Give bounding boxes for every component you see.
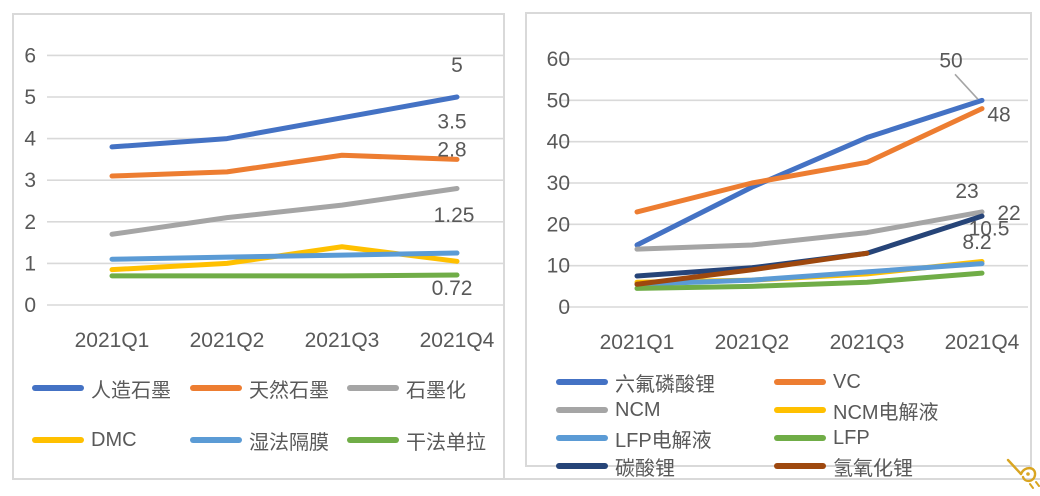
legend-item: 湿法隔膜 (190, 414, 347, 466)
y-tick-label: 5 (24, 86, 36, 109)
series-line-5 (109, 272, 460, 279)
right-chart-plot: 0 10 20 30 40 50 60 2021Q1 2021Q2 2021Q3 2021Q4 50 4… (547, 48, 1028, 354)
legend-label: 湿法隔膜 (249, 431, 329, 454)
series-line-2 (634, 209, 985, 252)
legend-item: 碳酸锂 (556, 452, 774, 480)
legend-item: 六氟磷酸锂 (556, 368, 774, 396)
series-line-1 (634, 106, 985, 215)
legend-label: 碳酸锂 (615, 457, 675, 480)
legend-swatch (32, 437, 84, 443)
legend-swatch (347, 385, 399, 391)
legend-label: VC (833, 370, 861, 393)
legend-label: LFP电解液 (615, 429, 712, 452)
data-label: 8.2 (962, 231, 991, 254)
legend-item: NCM (556, 396, 774, 424)
y-tick-label: 20 (547, 213, 570, 236)
legend-item: LFP电解液 (556, 424, 774, 452)
legend-item: VC (774, 368, 992, 396)
y-tick-label: 4 (24, 128, 36, 151)
legend-swatch (774, 463, 826, 469)
cell-border-rule (505, 478, 1040, 480)
y-tick-label: 30 (547, 172, 570, 195)
data-label: 50 (939, 49, 962, 72)
legend-label: 石墨化 (406, 379, 466, 402)
data-label: 5 (451, 54, 463, 77)
legend-item: 人造石墨 (32, 362, 190, 414)
series-line-2 (109, 186, 460, 237)
x-tick-label: 2021Q2 (190, 329, 265, 352)
x-tick-label: 2021Q3 (305, 329, 380, 352)
legend-swatch (774, 407, 826, 413)
y-tick-label: 3 (24, 169, 36, 192)
legend-label: DMC (91, 428, 137, 451)
y-tick-label: 40 (547, 131, 570, 154)
x-tick-label: 2021Q4 (945, 331, 1020, 354)
series-line-4 (109, 250, 460, 262)
legend-label: NCM (615, 398, 661, 421)
y-tick-label: 0 (558, 296, 570, 319)
legend-item: 氢氧化锂 (774, 452, 992, 480)
left-chart-plot: 0 1 2 3 4 5 6 2021Q1 2021Q2 2021Q3 2021Q4 5 3.5 2.8 1.… (24, 44, 503, 352)
y-tick-label: 1 (24, 252, 36, 275)
y-tick-label: 50 (547, 89, 570, 112)
legend-label: 干法单拉 (406, 431, 486, 454)
series-line-4 (634, 261, 985, 287)
series-line-0 (634, 97, 985, 248)
series-line-7 (634, 250, 870, 287)
label-leader-line (954, 73, 979, 100)
legend-item: 干法单拉 (347, 414, 493, 466)
legend-item: LFP (774, 424, 992, 452)
legend-label: 六氟磷酸锂 (615, 373, 715, 396)
legend-item: 天然石墨 (190, 362, 347, 414)
data-label: 10.5 (969, 218, 1010, 241)
y-tick-label: 2 (24, 211, 36, 234)
left-chart-panel[interactable]: 0 1 2 3 4 5 6 2021Q1 2021Q2 2021Q3 2021Q4 5 3.5 2.8 1.… (12, 13, 505, 480)
x-tick-label: 2021Q1 (75, 329, 150, 352)
y-tick-label: 0 (24, 294, 36, 317)
y-tick-label: 60 (547, 48, 570, 71)
series-line-0 (109, 94, 460, 150)
legend-swatch (556, 407, 608, 413)
x-tick-label: 2021Q4 (420, 329, 495, 352)
data-label: 23 (955, 180, 978, 203)
legend-label: LFP (833, 426, 870, 449)
x-tick-label: 2021Q3 (830, 331, 905, 354)
legend-swatch (556, 435, 608, 441)
data-label: 0.72 (432, 277, 473, 300)
legend-item: 石墨化 (347, 362, 493, 414)
left-chart-legend: 人造石墨 天然石墨 石墨化 DMC 湿法隔膜 干法单拉 (32, 362, 493, 466)
legend-label: 人造石墨 (91, 379, 171, 402)
y-tick-label: 6 (24, 44, 36, 67)
data-label: 1.25 (434, 204, 475, 227)
y-tick-label: 10 (547, 255, 570, 278)
legend-label: NCM电解液 (833, 401, 939, 424)
data-label: 2.8 (437, 139, 466, 162)
legend-swatch (556, 379, 608, 385)
legend-swatch (774, 379, 826, 385)
legend-label: 天然石墨 (249, 379, 329, 402)
x-tick-label: 2021Q1 (600, 331, 675, 354)
data-label: 22 (997, 202, 1020, 225)
x-tick-label: 2021Q2 (715, 331, 790, 354)
legend-label: 氢氧化锂 (833, 457, 913, 480)
legend-item: NCM电解液 (774, 396, 992, 424)
legend-swatch (32, 385, 84, 391)
right-chart-legend: 六氟磷酸锂 VC NCM NCM电解液 LFP电解液 LFP 碳酸锂 氢氧化锂 (556, 368, 992, 480)
series-line-5 (634, 270, 985, 291)
legend-swatch (774, 435, 826, 441)
legend-swatch (190, 437, 242, 443)
legend-item: DMC (32, 414, 190, 466)
legend-swatch (190, 385, 242, 391)
hand-stamp-icon (1006, 458, 1040, 496)
legend-swatch (556, 463, 608, 469)
data-label: 3.5 (437, 110, 466, 133)
legend-swatch (347, 437, 399, 443)
series-line-1 (109, 152, 460, 179)
right-chart-panel[interactable]: 0 10 20 30 40 50 60 2021Q1 2021Q2 2021Q3 2021Q4 50 4… (525, 12, 1032, 480)
data-label: 48 (987, 104, 1010, 127)
